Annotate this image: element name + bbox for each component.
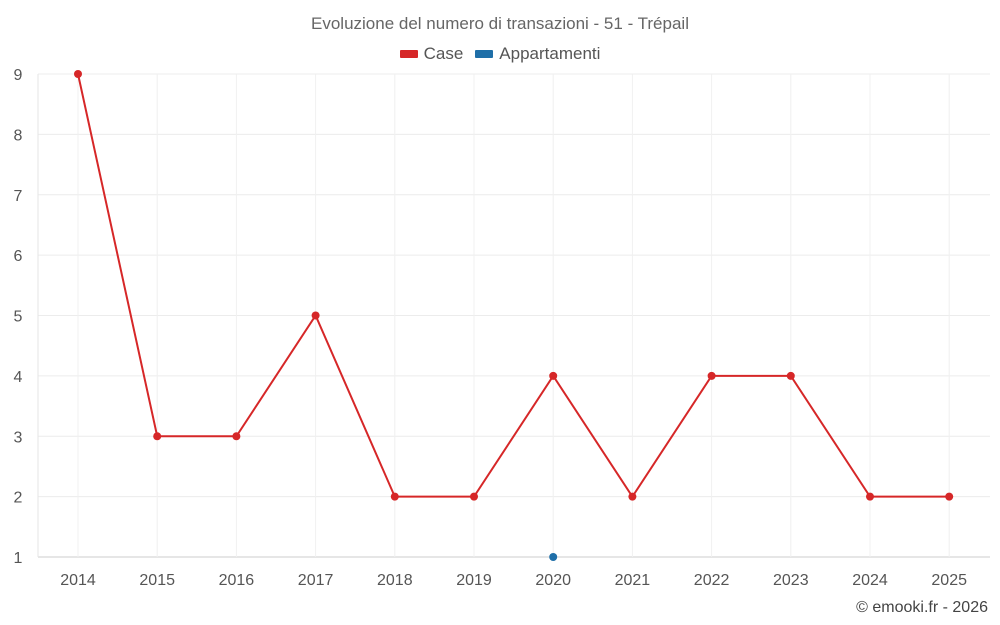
x-tick-label: 2021 (615, 572, 651, 589)
series-line-case (77, 73, 950, 499)
legend-item-case[interactable]: Case (399, 44, 464, 64)
legend-swatch-case (399, 50, 418, 58)
data-point-case (74, 70, 82, 78)
data-point-appartamenti (549, 553, 558, 561)
x-tick-label: 2016 (219, 572, 255, 589)
credit-text: © emooki.fr - 2026 (856, 599, 988, 616)
data-point-case (707, 371, 716, 380)
chart-legend: Case Appartamenti (0, 44, 1000, 64)
data-point-case (153, 432, 162, 441)
data-point-case (232, 432, 241, 441)
data-point-case (470, 492, 478, 501)
data-point-case (945, 492, 954, 501)
y-tick-label: 3 (14, 429, 23, 446)
x-tick-label: 2025 (931, 572, 967, 589)
legend-label-appartamenti: Appartamenti (499, 44, 601, 63)
data-point-case (549, 371, 558, 380)
data-point-case (390, 492, 399, 501)
x-tick-label: 2020 (535, 572, 571, 589)
legend-label-case: Case (423, 44, 464, 63)
y-tick-label: 1 (14, 550, 23, 567)
data-point-case (311, 311, 320, 320)
x-tick-label: 2017 (298, 572, 334, 589)
y-tick-label: 8 (14, 127, 23, 144)
legend-swatch-appartamenti (475, 50, 494, 58)
data-point-case (786, 371, 795, 380)
x-tick-label: 2019 (456, 572, 492, 589)
chart-title: Evoluzione del numero di transazioni - 5… (311, 14, 689, 33)
y-tick-label: 4 (14, 369, 23, 386)
y-tick-label: 5 (14, 309, 23, 326)
data-point-case (628, 492, 637, 501)
y-tick-label: 2 (14, 490, 23, 507)
y-tick-label: 6 (14, 248, 23, 265)
x-tick-label: 2024 (852, 572, 888, 589)
y-tick-label: 7 (14, 188, 23, 205)
x-tick-label: 2015 (139, 572, 175, 589)
x-tick-label: 2014 (60, 572, 96, 589)
x-tick-label: 2018 (377, 572, 413, 589)
y-tick-label: 9 (14, 67, 23, 84)
data-point-case (866, 492, 874, 501)
x-tick-label: 2022 (694, 572, 730, 589)
legend-item-appartamenti[interactable]: Appartamenti (475, 44, 600, 64)
x-tick-label: 2023 (773, 572, 809, 589)
